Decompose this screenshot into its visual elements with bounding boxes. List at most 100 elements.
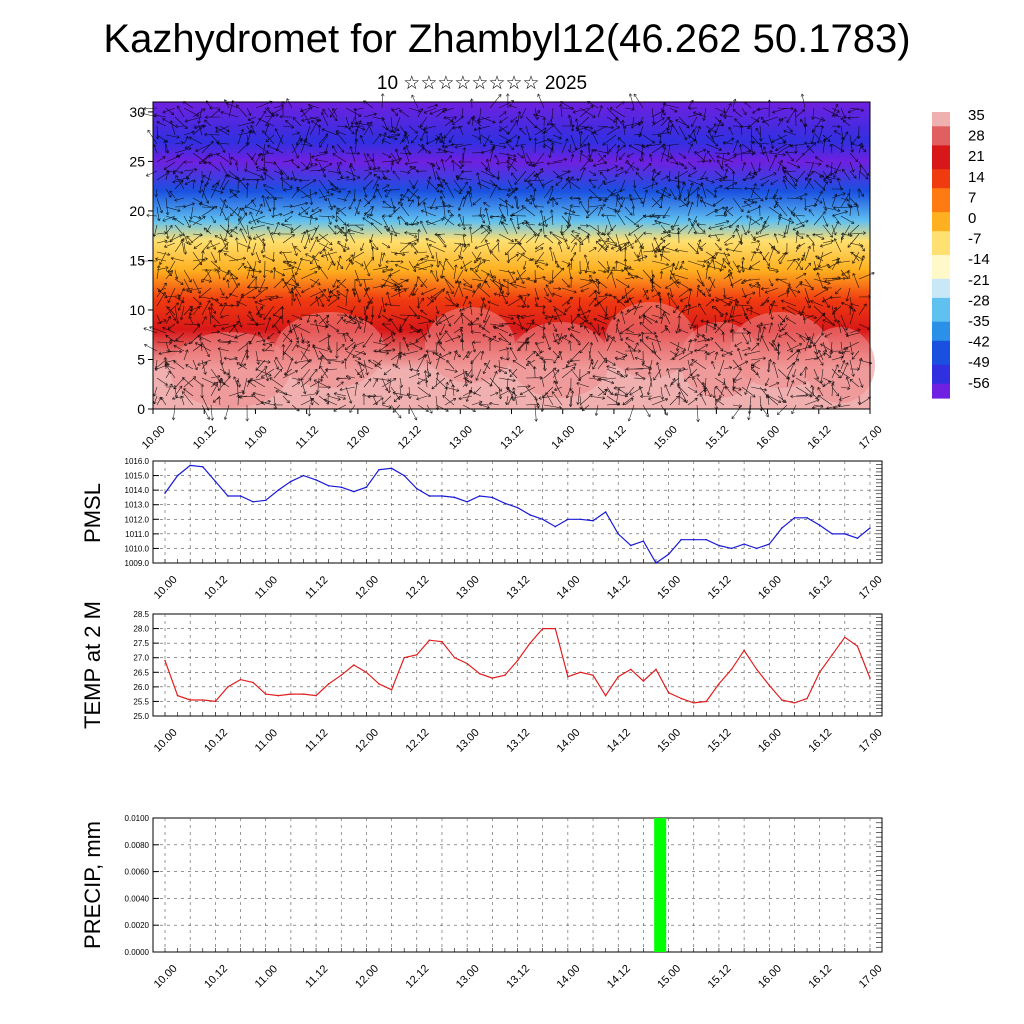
pmsl-point <box>302 474 305 477</box>
colorbar-label: 7 <box>968 189 976 206</box>
x-tick-label: 17.00 <box>857 574 885 602</box>
x-tick-label: 13.12 <box>504 574 532 602</box>
pmsl-point <box>567 518 569 521</box>
colorbar-label: 21 <box>968 148 985 165</box>
x-tick-label: 13.00 <box>447 424 475 452</box>
temp-point <box>818 671 821 674</box>
y-tick-label: 0.0080 <box>125 841 150 850</box>
temp-point <box>340 674 343 676</box>
y-tick-label: 27.0 <box>133 654 149 663</box>
y-tick-label: 27.5 <box>133 639 149 648</box>
y-tick-label: 1014.0 <box>125 486 150 495</box>
y-tick-label: 20 <box>129 203 145 219</box>
temp-point <box>478 672 481 675</box>
pmsl-point <box>604 511 607 513</box>
colorbar-label: -28 <box>968 292 990 309</box>
colorbar-label: 0 <box>968 210 976 227</box>
x-tick-label: 13.00 <box>454 727 482 755</box>
x-tick-label: 10.12 <box>191 424 219 452</box>
temp-point <box>164 659 166 662</box>
x-tick-label: 11.00 <box>253 963 280 990</box>
temp-point <box>630 668 632 671</box>
colorbar-label: -35 <box>968 313 990 330</box>
x-tick-label: 15.00 <box>655 727 683 755</box>
pmsl-point <box>390 467 393 470</box>
precip-panel: 0.0000 0.0020 0.0040 0.0060 0.0080 0.0100 10.0… <box>80 814 885 991</box>
x-tick-label: 11.12 <box>303 963 330 990</box>
temp-point <box>755 668 758 671</box>
pmsl-point <box>491 496 494 499</box>
temp-point <box>315 694 317 697</box>
colorbar-label: -49 <box>968 354 990 371</box>
warm-cell-0 <box>170 332 290 408</box>
temp-point <box>378 683 380 685</box>
x-tick-label: 11.12 <box>303 727 330 754</box>
pmsl-point <box>189 464 191 467</box>
y-axis-label: PRECIP, mm <box>80 821 105 949</box>
temp-panel: 25.0 25.5 26.0 26.5 27.0 27.5 28.0 28.5 10.00 10.… <box>80 601 885 755</box>
pmsl-point <box>692 538 695 541</box>
temp-point <box>516 659 519 662</box>
x-tick-label: 11.12 <box>294 424 321 451</box>
pmsl-point <box>818 524 821 526</box>
pmsl-point <box>252 501 254 503</box>
pmsl-point <box>541 518 544 521</box>
x-tick-label: 11.00 <box>242 424 269 451</box>
pmsl-point <box>554 525 557 528</box>
pmsl-point <box>227 495 229 497</box>
temp-point <box>529 642 531 644</box>
colorbar-label: -14 <box>968 251 990 268</box>
pmsl-point <box>516 506 519 509</box>
temp-point <box>793 702 796 704</box>
x-tick-label: 16.12 <box>806 424 834 452</box>
temp-point <box>604 694 607 697</box>
pmsl-point <box>239 495 242 497</box>
x-tick-label: 14.00 <box>555 963 583 991</box>
x-tick-label: 16.12 <box>806 963 834 991</box>
temp-point <box>466 662 468 665</box>
pmsl-point <box>743 543 745 545</box>
pmsl-point <box>755 547 758 550</box>
pmsl-point <box>806 517 808 519</box>
y-tick-label: 25.0 <box>133 712 149 721</box>
colorbar-label: -7 <box>968 231 981 248</box>
x-tick-label: 14.00 <box>549 424 577 452</box>
temp-point <box>743 649 745 652</box>
x-tick-label: 17.00 <box>857 963 885 991</box>
x-tick-label: 12.12 <box>404 963 432 991</box>
pmsl-point <box>617 533 620 535</box>
temp-point <box>768 684 771 687</box>
temp-point <box>869 677 871 679</box>
x-tick-label: 15.00 <box>655 963 683 991</box>
temp-point <box>781 699 783 701</box>
warm-cell-4 <box>605 302 695 378</box>
temp-point <box>554 627 557 630</box>
y-tick-label: 26.0 <box>133 683 149 692</box>
x-tick-label: 11.00 <box>253 574 280 601</box>
x-tick-label: 15.12 <box>706 727 734 755</box>
y-tick-label: 1015.0 <box>125 472 150 481</box>
pmsl-point <box>428 495 431 497</box>
x-tick-label: 15.12 <box>706 963 734 991</box>
x-tick-label: 16.00 <box>756 963 784 991</box>
temp-point <box>365 671 368 674</box>
chart-subtitle: 10 ☆☆☆☆☆☆☆☆ 2025 <box>376 73 588 94</box>
temp-point <box>680 697 682 700</box>
pmsl-point <box>176 474 179 477</box>
y-tick-label: 1009.0 <box>125 559 150 568</box>
pmsl-point <box>453 496 456 499</box>
x-tick-label: 12.00 <box>353 727 381 755</box>
temp-point <box>730 668 733 671</box>
y-tick-label: 1012.0 <box>125 515 150 524</box>
temp-point <box>227 686 229 688</box>
temp-point <box>692 702 695 704</box>
x-tick-label: 11.00 <box>253 727 280 754</box>
y-tick-label: 1016.0 <box>125 457 150 466</box>
pmsl-point <box>201 466 204 468</box>
x-tick-label: 15.12 <box>706 574 734 602</box>
temp-point <box>302 693 305 695</box>
y-axis-label: TEMP at 2 M <box>80 601 105 729</box>
temp-point <box>579 671 582 674</box>
x-tick-label: 15.00 <box>655 574 683 602</box>
wind-vectors <box>140 93 875 423</box>
